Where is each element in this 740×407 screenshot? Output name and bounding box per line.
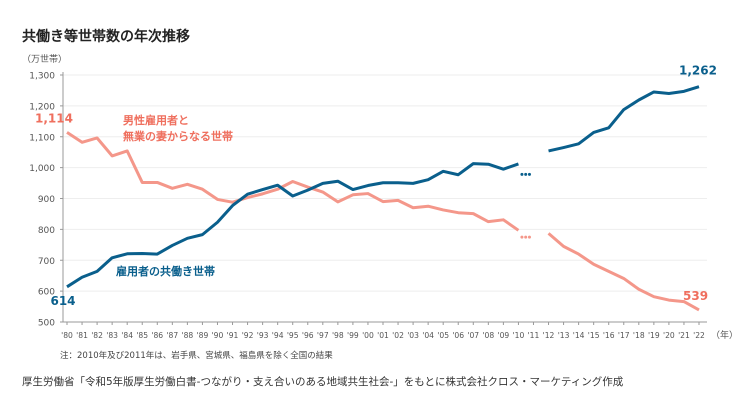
x-tick-label: '94	[272, 331, 284, 340]
x-tick-label: '11	[528, 331, 540, 340]
start-value-label: 1,114	[35, 111, 73, 125]
x-tick-label: '14	[573, 331, 585, 340]
x-tick-label: '87	[166, 331, 178, 340]
series-line	[66, 131, 520, 232]
gap-marker-dot	[524, 235, 528, 239]
y-tick-label: 500	[38, 319, 55, 329]
x-tick-label: '85	[136, 331, 148, 340]
x-tick-label: '84	[121, 331, 133, 340]
gap-marker-dot	[527, 172, 531, 176]
x-tick-label: '81	[76, 331, 88, 340]
x-tick-label: '13	[558, 331, 570, 340]
gap-marker-dot	[520, 235, 524, 239]
gap-marker-dot	[520, 172, 524, 176]
source-credit: 厚生労働省「令和5年版厚生労働白書-つながり・支え合いのある地域共生社会-」をも…	[22, 376, 624, 388]
x-tick-label: '19	[648, 331, 660, 340]
x-tick-label: '06	[452, 331, 464, 340]
series-label: 雇用者の共働き世帯	[116, 264, 215, 278]
x-tick-label: '20	[663, 331, 675, 340]
x-tick-label: '99	[347, 331, 359, 340]
x-tick-label: '16	[603, 331, 615, 340]
end-value-label: 1,262	[679, 64, 717, 78]
x-tick-label: '21	[678, 331, 690, 340]
x-tick-label: '98	[332, 331, 344, 340]
x-tick-label: '96	[302, 331, 314, 340]
x-axis-unit: （年）	[711, 329, 738, 341]
x-tick-label: '04	[422, 331, 434, 340]
x-tick-label: '10	[513, 331, 525, 340]
y-tick-label: 800	[38, 226, 55, 236]
x-tick-label: '92	[242, 331, 254, 340]
x-tick-label: '02	[392, 331, 404, 340]
gap-marker-dot	[524, 172, 528, 176]
x-tick-label: '97	[317, 331, 329, 340]
y-tick-label: 700	[38, 257, 55, 267]
x-tick-label: '17	[618, 331, 630, 340]
x-tick-label: '86	[151, 331, 163, 340]
x-tick-label: '01	[377, 331, 389, 340]
x-tick-label: '03	[407, 331, 419, 340]
x-tick-label: '88	[181, 331, 193, 340]
y-tick-label: 900	[38, 195, 55, 205]
y-tick-label: 1,000	[29, 164, 55, 174]
series-line	[547, 232, 700, 312]
x-tick-label: '08	[482, 331, 494, 340]
gap-marker-dot	[527, 235, 531, 239]
x-tick-label: '09	[497, 331, 509, 340]
x-tick-label: '82	[91, 331, 103, 340]
series-label: 無業の妻からなる世帯	[123, 129, 233, 143]
start-value-label: 614	[50, 294, 75, 308]
y-tick-label: 1,100	[29, 133, 55, 143]
y-axis-unit: （万世帯）	[22, 53, 67, 65]
series-line	[548, 85, 700, 153]
end-value-label: 539	[683, 289, 708, 303]
x-tick-label: '15	[588, 331, 600, 340]
x-tick-label: '93	[257, 331, 269, 340]
x-tick-label: '89	[197, 331, 209, 340]
x-tick-label: '12	[543, 331, 555, 340]
x-tick-label: '83	[106, 331, 118, 340]
y-tick-label: 1,200	[29, 102, 55, 112]
x-tick-label: '80	[61, 331, 73, 340]
chart-title: 共働き等世帯数の年次推移	[22, 29, 190, 45]
x-tick-label: '05	[437, 331, 449, 340]
x-tick-label: '00	[362, 331, 374, 340]
series-label: 男性雇用者と	[123, 113, 189, 127]
x-tick-label: '18	[633, 331, 645, 340]
x-tick-label: '95	[287, 331, 299, 340]
x-tick-label: '22	[693, 331, 705, 340]
y-tick-label: 600	[38, 288, 55, 298]
x-tick-label: '07	[467, 331, 479, 340]
x-tick-label: '91	[227, 331, 239, 340]
y-tick-label: 1,300	[29, 72, 55, 82]
x-tick-label: '90	[212, 331, 224, 340]
chart-note: 注：2010年及び2011年は、岩手県、宮城県、福島県を除く全国の結果	[60, 351, 333, 361]
